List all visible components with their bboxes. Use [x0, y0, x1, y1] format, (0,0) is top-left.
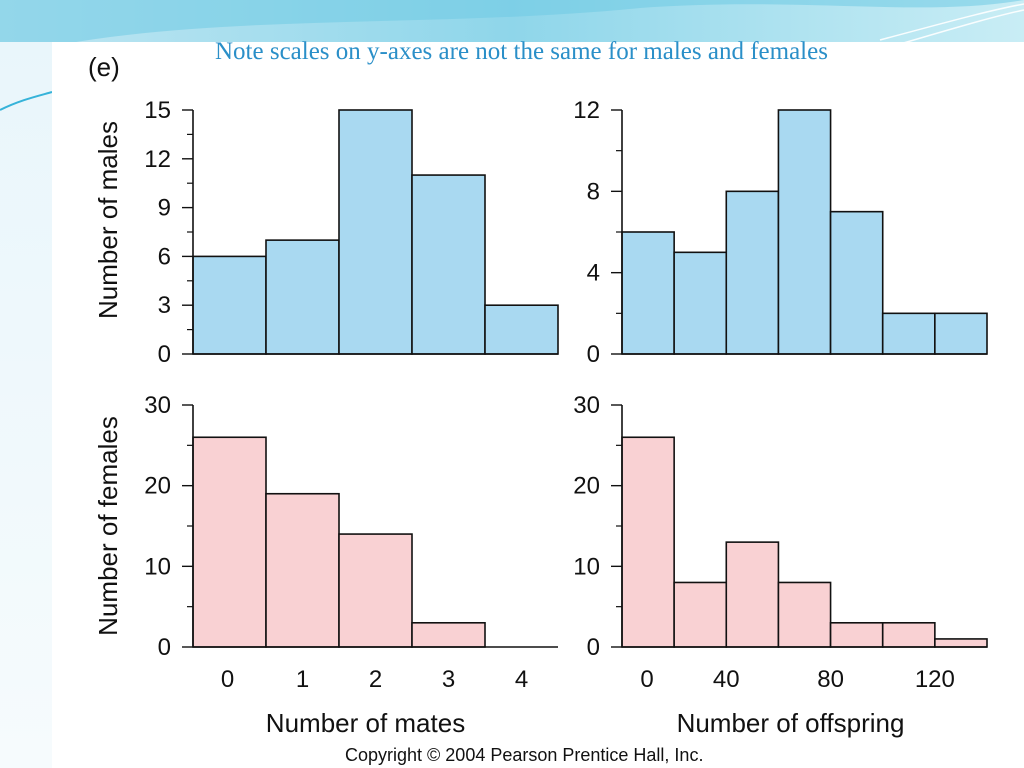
chart-females-offspring: 0 10 20 30 0 40 80 120 Number of offspring	[573, 392, 988, 738]
bar-males-offspring-80-100	[829, 210, 884, 355]
y-axis-title-males-mates: Number of males	[93, 121, 123, 319]
slide-title: Note scales on y-axes are not the same f…	[215, 38, 828, 65]
left-wave-line	[0, 91, 53, 111]
copyright-notice: Copyright © 2004 Pearson Prentice Hall, …	[345, 745, 704, 765]
bar-females-offspring-80-100	[829, 621, 884, 648]
y-axis-title-females-mates: Number of females	[93, 416, 123, 636]
chart-females-mates: 0 10 20 30 0 1 2 3 4 Number of mates Number of fem…	[93, 392, 558, 738]
y-tick-label-females-mates: 30	[144, 392, 171, 419]
bar-males-mates-2	[338, 109, 413, 355]
y-tick-label-females-mates: 20	[144, 473, 171, 500]
x-axis-title-females-offspring: Number of offspring	[677, 708, 905, 738]
bar-females-mates-1	[265, 492, 340, 648]
chart-males-offspring: 0 4 8 12	[573, 97, 988, 368]
bar-males-offspring-100-120	[881, 312, 936, 355]
x-tick-label-females-offspring: 0	[640, 666, 653, 693]
chart-males-mates: 0 3 6 9 12 15 Number of males	[93, 97, 559, 368]
y-tick-label-males-mates: 12	[144, 146, 171, 173]
bar-females-mates-0	[192, 436, 267, 648]
bar-males-mates-0	[192, 255, 267, 355]
y-tick-label-males-offspring: 12	[573, 97, 600, 124]
top-wave-curve	[0, 0, 1024, 58]
y-tick-label-females-mates: 10	[144, 553, 171, 580]
x-tick-label-females-mates: 4	[515, 666, 528, 693]
y-tick-label-males-mates: 6	[158, 243, 171, 270]
bar-females-mates-3	[411, 621, 486, 648]
bar-females-offspring-100-120	[881, 621, 936, 648]
bar-males-offspring-40-60	[725, 190, 780, 355]
bar-males-mates-3	[411, 174, 486, 355]
bar-females-offspring-40-60	[725, 541, 780, 648]
y-tick-label-females-offspring: 30	[573, 392, 600, 419]
bar-females-mates-2	[338, 533, 413, 648]
bar-males-offspring-20-40	[673, 251, 728, 355]
right-wave-lines	[879, 3, 1024, 45]
x-tick-label-females-mates: 0	[221, 666, 234, 693]
bar-females-offspring-120-140	[934, 638, 988, 648]
y-tick-label-females-offspring: 20	[573, 473, 600, 500]
y-tick-label-females-offspring: 0	[587, 634, 600, 661]
bar-females-offspring-60-80	[777, 581, 832, 648]
bar-males-mates-4	[484, 304, 559, 355]
y-tick-label-males-mates: 9	[158, 195, 171, 222]
y-tick-label-females-offspring: 10	[573, 553, 600, 580]
y-tick-label-males-mates: 0	[158, 341, 171, 368]
y-tick-label-females-mates: 0	[158, 634, 171, 661]
bar-males-offspring-60-80	[777, 109, 832, 355]
y-tick-label-males-offspring: 0	[587, 341, 600, 368]
bar-males-offspring-0-20	[621, 231, 675, 355]
bar-females-offspring-20-40	[673, 581, 728, 648]
y-tick-label-males-mates: 3	[158, 292, 171, 319]
x-tick-label-females-mates: 3	[442, 666, 455, 693]
y-tick-label-males-offspring: 4	[587, 260, 600, 287]
bar-males-offspring-120-140	[934, 312, 988, 355]
x-tick-label-females-offspring: 80	[817, 666, 844, 693]
left-margin-band	[0, 42, 52, 768]
x-tick-label-females-offspring: 40	[713, 666, 740, 693]
x-tick-label-females-mates: 2	[369, 666, 382, 693]
bar-males-mates-1	[265, 239, 340, 355]
bar-females-offspring-0-20	[621, 436, 675, 648]
x-tick-label-females-mates: 1	[296, 666, 309, 693]
x-axis-title-females-mates: Number of mates	[266, 708, 465, 738]
y-tick-label-males-mates: 15	[144, 97, 171, 124]
panel-label: (e)	[88, 52, 120, 82]
x-tick-label-females-offspring: 120	[915, 666, 955, 693]
y-tick-label-males-offspring: 8	[587, 178, 600, 205]
